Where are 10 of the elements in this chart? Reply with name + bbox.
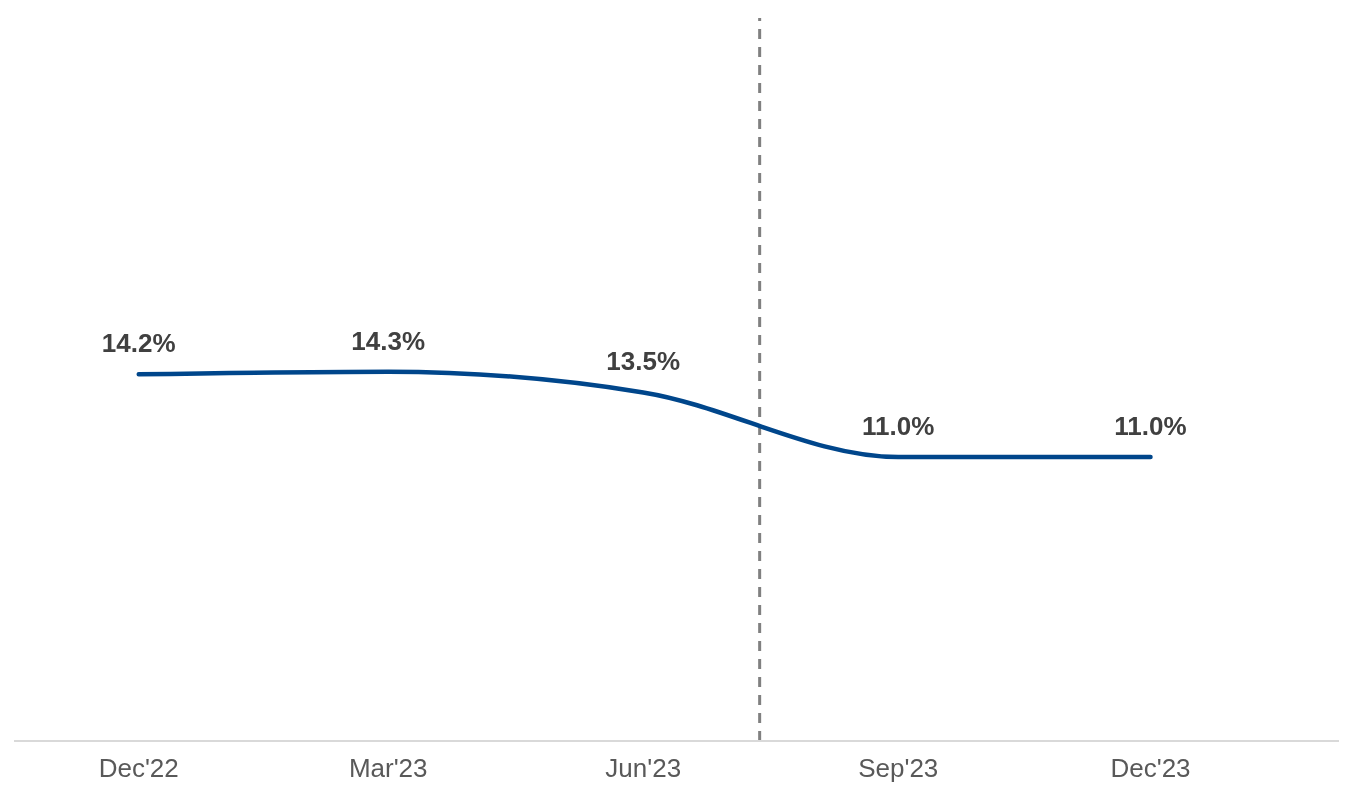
x-tick-label: Dec'22	[98, 753, 179, 784]
x-tick-label: Dec'23	[1110, 753, 1191, 784]
x-tick-label: Jun'23	[605, 753, 682, 784]
x-tick-label: Mar'23	[348, 753, 428, 784]
x-tick-label: Sep'23	[858, 753, 939, 784]
data-label: 13.5%	[606, 346, 681, 377]
data-label: 14.3%	[351, 325, 426, 356]
data-label: 14.2%	[101, 328, 176, 359]
data-label: 11.0%	[862, 410, 935, 441]
data-label: 11.0%	[1114, 410, 1187, 441]
